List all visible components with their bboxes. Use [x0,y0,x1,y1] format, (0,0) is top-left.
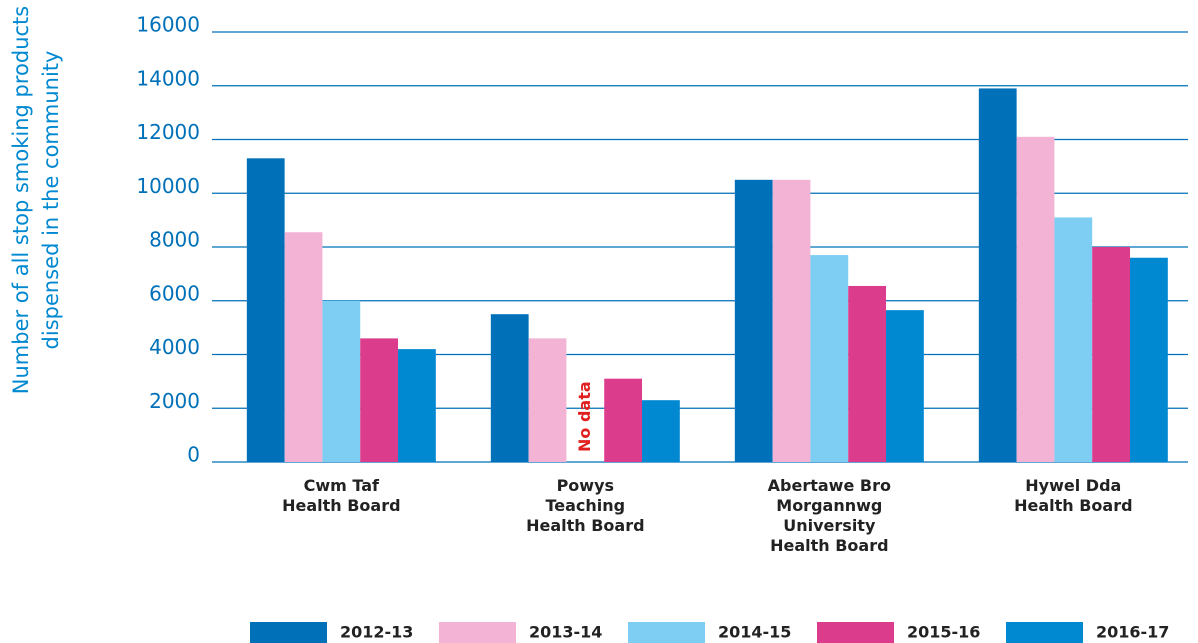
x-tick-label: Cwm Taf Health Board [282,476,401,515]
bar [360,338,399,462]
legend-swatch [628,622,705,643]
x-tick-label: Abertawe Bro Morgannwg University Health… [767,476,891,555]
bar [848,285,887,462]
legend-label: 2016-17 [1096,623,1169,642]
bar [398,349,436,462]
bar [978,88,1017,462]
bar [246,158,285,462]
y-tick-label: 14000 [136,66,200,90]
bar [886,310,924,462]
bar [1092,247,1131,462]
y-tick-label: 12000 [136,120,200,144]
legend-swatch [250,622,327,643]
legend-label: 2013-14 [529,623,602,642]
y-tick-label: 10000 [136,174,200,198]
y-axis-label: dispensed in the community [39,51,63,350]
bar [1054,217,1093,462]
bar [1016,136,1055,462]
x-tick-label: Hywel Dda Health Board [1014,476,1133,515]
y-tick-label: 16000 [136,13,200,37]
bar [1130,257,1168,462]
legend-label: 2012-13 [340,623,413,642]
bar [284,232,323,462]
bar [490,314,529,462]
bar [528,338,567,462]
legend-swatch [817,622,894,643]
y-axis-label: Number of all stop smoking products [9,6,33,394]
bar [810,255,849,462]
annotation: No data [575,381,594,452]
legend-swatch [1006,622,1083,643]
bar [322,300,361,462]
legend-swatch [439,622,516,643]
bar [734,179,773,462]
legend-label: 2014-15 [718,623,791,642]
bar [642,400,680,462]
bar [772,179,811,462]
legend-label: 2015-16 [907,623,980,642]
bar [604,378,643,462]
y-tick-label: 0 [187,443,200,467]
y-tick-label: 8000 [149,228,200,252]
y-tick-label: 2000 [149,389,200,413]
y-tick-label: 4000 [149,335,200,359]
y-tick-label: 6000 [149,281,200,305]
x-tick-label: Powys Teaching Health Board [526,476,645,535]
